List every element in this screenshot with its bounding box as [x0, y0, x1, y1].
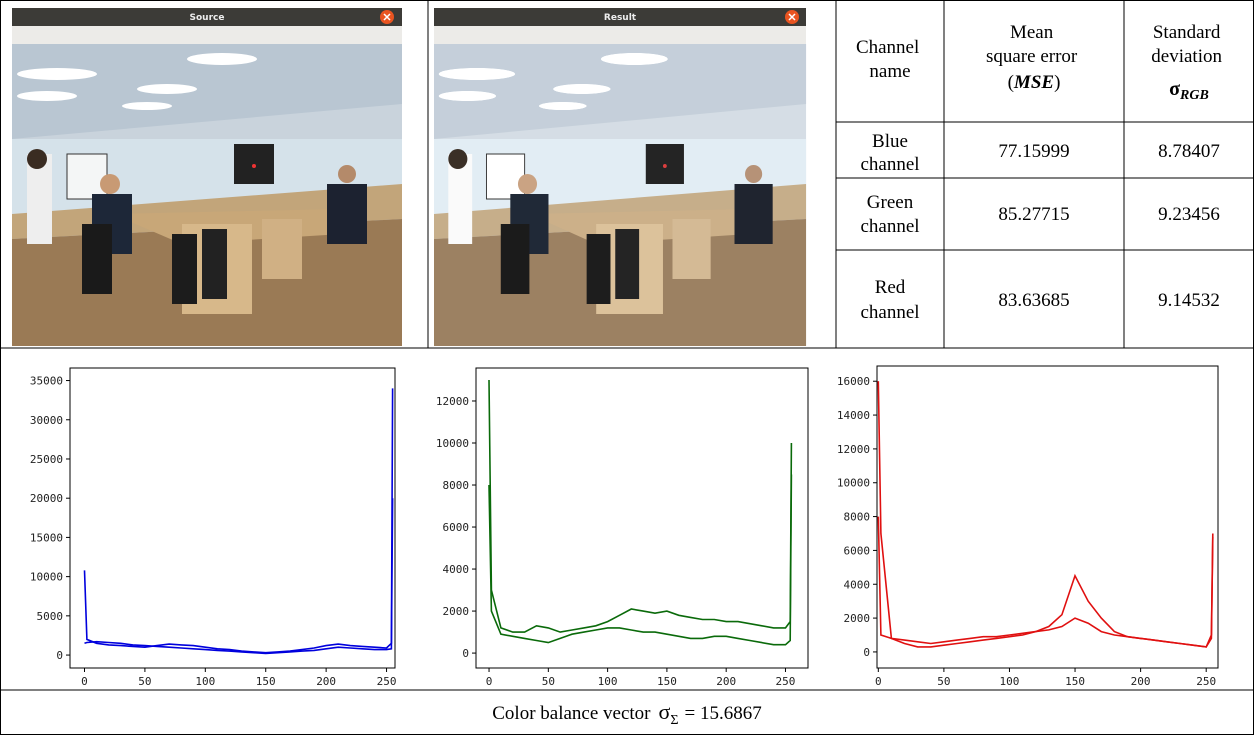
cell: 9.23456	[1158, 204, 1220, 225]
x-tick-label: 250	[1196, 675, 1216, 688]
histogram-line	[489, 380, 791, 632]
y-tick-label: 10000	[436, 437, 469, 450]
cell: 77.15999	[998, 141, 1069, 162]
toolbar	[434, 26, 806, 44]
y-tick-label: 16000	[837, 375, 870, 388]
x-tick-label: 250	[776, 675, 796, 688]
y-tick-label: 4000	[844, 578, 871, 591]
y-tick-label: 8000	[844, 511, 871, 524]
y-tick-label: 25000	[30, 453, 63, 466]
table: Channel name Mean square error (MSE) Sta…	[836, 0, 1254, 348]
y-tick-label: 6000	[443, 521, 470, 534]
cell: 83.63685	[998, 290, 1069, 311]
cell: 9.14532	[1158, 290, 1220, 311]
y-tick-label: 12000	[436, 395, 469, 408]
y-tick-label: 20000	[30, 492, 63, 505]
histogram-line	[878, 381, 1213, 647]
y-tick-label: 14000	[837, 409, 870, 422]
y-tick-label: 35000	[30, 375, 63, 388]
histogram-line	[85, 388, 393, 652]
histogram-line	[489, 475, 791, 645]
y-tick-label: 5000	[37, 610, 64, 623]
header-cell: Mean square error (MSE)	[986, 22, 1082, 93]
cell: 85.27715	[998, 204, 1069, 225]
x-tick-label: 50	[542, 675, 555, 688]
y-tick-label: 6000	[844, 544, 871, 557]
x-tick-label: 0	[486, 675, 493, 688]
plot-frame	[476, 368, 808, 668]
y-tick-label: 0	[462, 647, 469, 660]
header-cell: Standard deviation σRGB	[1151, 22, 1226, 103]
x-tick-label: 200	[716, 675, 736, 688]
x-tick-label: 0	[81, 675, 88, 688]
x-tick-label: 200	[1131, 675, 1151, 688]
x-tick-label: 100	[598, 675, 618, 688]
window: Source	[12, 8, 402, 346]
plot-frame	[70, 368, 395, 668]
y-tick-label: 12000	[837, 443, 870, 456]
y-tick-label: 8000	[443, 479, 470, 492]
x-tick-label: 0	[875, 675, 882, 688]
figure: Source Result Channel name Mean square e…	[0, 0, 1254, 735]
x-tick-label: 50	[138, 675, 151, 688]
y-tick-label: 0	[56, 649, 63, 662]
x-tick-label: 100	[1000, 675, 1020, 688]
plot-frame	[877, 366, 1218, 668]
x-tick-label: 100	[195, 675, 215, 688]
x-tick-label: 200	[316, 675, 336, 688]
x-tick-label: 50	[937, 675, 950, 688]
y-tick-label: 0	[863, 646, 870, 659]
cell: 8.78407	[1158, 141, 1220, 162]
image	[12, 44, 402, 346]
y-tick-label: 10000	[30, 571, 63, 584]
window-title: Source	[190, 13, 225, 23]
y-tick-label: 10000	[837, 477, 870, 490]
y-tick-label: 4000	[443, 563, 470, 576]
image	[434, 44, 806, 346]
header-cell: Channel name	[856, 37, 924, 82]
y-tick-label: 15000	[30, 531, 63, 544]
x-tick-label: 150	[1065, 675, 1085, 688]
window-title: Result	[604, 13, 637, 23]
y-tick-label: 30000	[30, 414, 63, 427]
x-tick-label: 250	[377, 675, 397, 688]
window: Result	[434, 8, 806, 346]
toolbar	[12, 26, 402, 44]
histogram-line	[85, 498, 393, 653]
x-tick-label: 150	[256, 675, 276, 688]
y-tick-label: 2000	[443, 605, 470, 618]
x-tick-label: 150	[657, 675, 677, 688]
y-tick-label: 2000	[844, 612, 871, 625]
